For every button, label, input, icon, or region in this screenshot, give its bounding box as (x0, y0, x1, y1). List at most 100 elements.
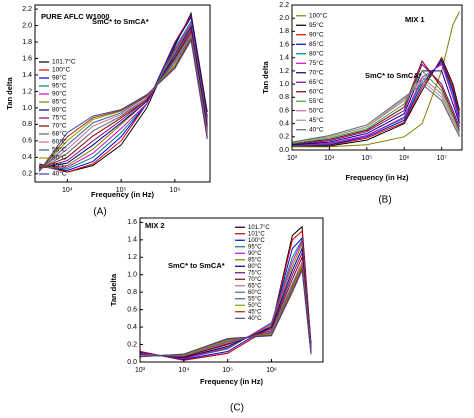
legend-label: 90°C (248, 251, 262, 257)
legend-label: 98°C (52, 74, 67, 82)
y-tick-label: 1.8 (22, 39, 32, 46)
legend-label: 101.7°C (52, 58, 76, 66)
x-tick-label: 10³ (287, 155, 298, 162)
y-tick-label: 1.4 (22, 72, 32, 79)
y-tick-label: 1.2 (127, 254, 137, 261)
y-tick-label: 0.0 (127, 359, 137, 366)
y-tick-label: 1.2 (22, 88, 32, 95)
legend-label: 65°C (248, 283, 262, 289)
y-tick-label: 1.6 (127, 219, 137, 226)
legend-label: 50°C (52, 154, 67, 162)
legend-label: 60°C (52, 138, 67, 146)
legend-label: 85°C (309, 40, 324, 48)
legend-label: 55°C (248, 296, 262, 302)
legend-label: 70°C (309, 68, 324, 76)
data-line (291, 62, 460, 146)
y-tick-label: 1.0 (279, 81, 289, 88)
legend-label: 75°C (309, 59, 324, 67)
legend-label: 45°C (248, 309, 262, 315)
y-tick-label: 2.0 (279, 15, 289, 22)
data-line (38, 34, 208, 171)
y-tick-label: 1.2 (279, 68, 289, 75)
data-line (38, 38, 208, 172)
x-axis-label: Frequency (in Hz) (91, 190, 154, 199)
plot-frame (291, 4, 463, 151)
x-axis-label: Frequency (in Hz) (200, 377, 263, 386)
y-axis-label: Tan delta (5, 76, 14, 109)
data-line (292, 11, 460, 148)
legend-label: 100°C (52, 66, 70, 74)
legend-label: 85°C (248, 257, 262, 263)
y-tick-label: 0.6 (22, 138, 32, 145)
x-tick-label: 10⁶ (266, 367, 277, 374)
x-tick-label: 10⁵ (361, 155, 372, 162)
y-tick-label: 0.4 (279, 120, 289, 127)
legend-label: 60°C (309, 87, 324, 95)
data-line (291, 60, 460, 146)
data-line (291, 70, 460, 144)
y-tick-label: 0.4 (127, 324, 137, 331)
annotation: SmC* to SmCA* (92, 17, 149, 26)
legend-label: 95°C (52, 82, 67, 90)
y-tick-label: 2.2 (279, 2, 289, 9)
y-tick-label: 0.2 (127, 341, 137, 348)
data-line (139, 239, 312, 360)
data-line (291, 70, 460, 146)
legend-label: 40°C (248, 316, 262, 322)
y-tick-label: 2.0 (22, 22, 32, 29)
plot-frame (139, 217, 324, 363)
legend-label: 60°C (248, 290, 262, 296)
x-tick-label: 10⁴ (324, 155, 335, 162)
y-tick-label: 0.8 (279, 94, 289, 101)
y-tick-label: 0.2 (22, 171, 32, 178)
x-tick-label: 10⁵ (222, 367, 233, 374)
y-tick-label: 1.4 (279, 55, 289, 62)
panel-title: MIX 2 (145, 221, 165, 230)
data-line (292, 56, 460, 147)
data-line (139, 268, 312, 358)
y-tick-label: 1.0 (22, 105, 32, 112)
legend-label: 68°C (52, 130, 67, 138)
panel-title: PURE AFLC W1000 (41, 12, 110, 21)
y-tick-label: 1.4 (127, 237, 137, 244)
legend-label: 95°C (309, 21, 324, 29)
legend-label: 50°C (309, 106, 324, 114)
x-tick-label: 10³ (135, 367, 146, 374)
data-line (38, 37, 208, 172)
data-line (39, 24, 208, 169)
legend-label: 75°C (52, 114, 67, 122)
legend-label: 100°C (248, 238, 265, 244)
caption: (B) (378, 195, 391, 206)
x-tick-label: 10⁵ (116, 187, 127, 194)
x-tick-label: 10⁶ (399, 155, 410, 162)
data-line (39, 15, 208, 171)
x-tick-label: 10⁷ (436, 155, 447, 162)
y-tick-label: 1.8 (279, 28, 289, 35)
legend-label: 55°C (52, 146, 67, 154)
plot-frame (34, 4, 211, 183)
data-line (291, 83, 460, 143)
x-axis-label: Frequency (in Hz) (346, 173, 409, 182)
data-line (39, 30, 208, 170)
annotation: SmC* to SmCA* (168, 261, 225, 270)
legend-label: 80°C (248, 264, 262, 270)
legend-label: 50°C (248, 303, 262, 309)
y-tick-label: 0.8 (127, 289, 137, 296)
legend-label: 40°C (309, 125, 324, 133)
y-tick-label: 1.6 (22, 55, 32, 62)
legend-label: 40°C (52, 170, 67, 178)
legend-label: 95°C (248, 244, 262, 250)
annotation: SmC* to SmCA* (365, 71, 422, 80)
data-line (38, 35, 208, 171)
legend-label: 101°C (248, 231, 265, 237)
data-line (39, 14, 208, 173)
legend-label: 100°C (309, 11, 327, 19)
legend-label: 90°C (52, 90, 67, 98)
y-axis-label: Tan delta (109, 273, 118, 306)
data-line (39, 25, 208, 169)
legend-label: 70°C (248, 277, 262, 283)
y-tick-label: 0.6 (279, 107, 289, 114)
data-line (291, 63, 460, 146)
legend-label: 70°C (52, 122, 67, 130)
